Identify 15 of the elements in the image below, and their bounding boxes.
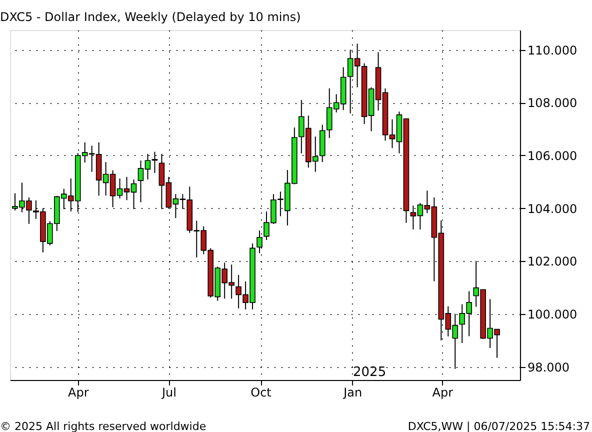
y-tick-label: 108.000 — [528, 96, 578, 110]
y-tick-label: 106.000 — [528, 148, 578, 163]
x-tick-label: Jul — [160, 386, 176, 400]
y-tick-label: 110.000 — [528, 43, 578, 58]
annotation: 2025 — [353, 365, 386, 380]
x-tick-label: Jan — [342, 386, 362, 400]
x-tick-label: Apr — [68, 386, 89, 400]
text: © 2025 All rights reserved worldwide — [0, 420, 206, 432]
y-tick-label: 98.000 — [528, 360, 570, 374]
x-tick-label: Apr — [432, 386, 454, 400]
y-tick-label: 100.000 — [528, 307, 578, 322]
x-tick-label: Oct — [250, 386, 272, 400]
y-tick-label: 104.000 — [528, 202, 578, 216]
y-tick-label: 102.000 — [528, 254, 578, 269]
chart-title: DXC5 - Dollar Index, Weekly (Delayed by 10 mins) — [0, 10, 301, 24]
